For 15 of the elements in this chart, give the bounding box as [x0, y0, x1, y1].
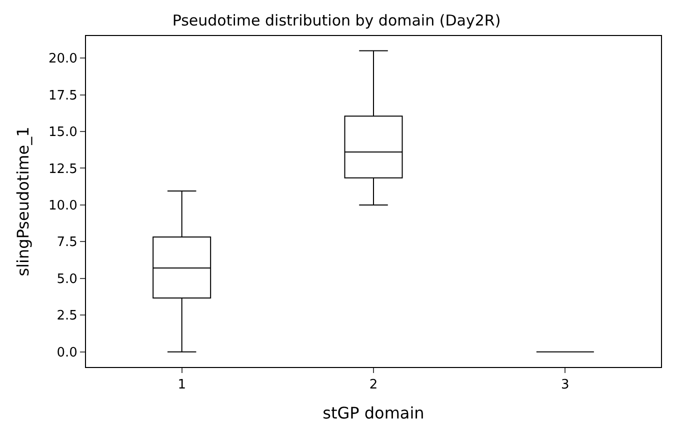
y-tick-label: 5.0: [56, 272, 78, 287]
x-tick-label: 3: [561, 378, 570, 393]
chart-title: Pseudotime distribution by domain (Day2R): [172, 12, 501, 30]
y-tick-label: 0.0: [56, 345, 78, 360]
x-tick-label: 1: [178, 378, 186, 393]
y-tick-label: 7.5: [56, 235, 78, 250]
y-axis-title: slingPseudotime_1: [13, 126, 32, 276]
x-axis-title: stGP domain: [322, 403, 424, 422]
y-tick-label: 15.0: [48, 125, 78, 140]
y-tick-label: 12.5: [48, 162, 78, 177]
x-tick-label: 2: [369, 378, 378, 393]
y-tick-label: 20.0: [48, 52, 78, 67]
y-tick-label: 10.0: [48, 198, 78, 214]
y-tick-label: 17.5: [48, 88, 78, 104]
y-tick-label: 2.5: [56, 308, 78, 324]
